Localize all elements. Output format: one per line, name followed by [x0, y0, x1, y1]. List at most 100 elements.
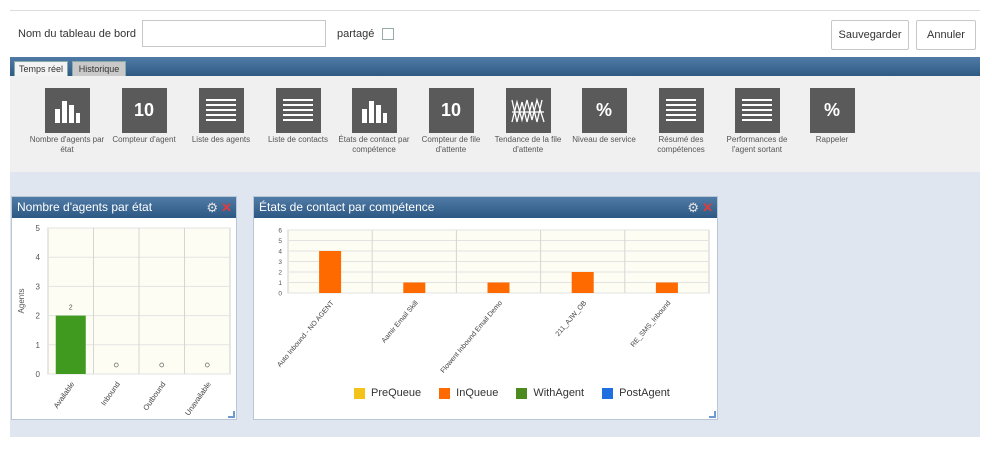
y-tick-label: 2	[278, 270, 282, 277]
resize-handle[interactable]	[709, 411, 716, 418]
list-icon	[734, 88, 780, 133]
legend-label: PostAgent	[619, 387, 670, 399]
x-tick-label: Flowent Inbound Email Demo	[440, 300, 504, 375]
y-tick-label: 3	[278, 259, 282, 266]
chart-legend: PreQueue InQueue WithAgent PostAgent	[354, 387, 670, 399]
gear-icon[interactable]: ⚙	[687, 200, 699, 215]
panel-header[interactable]: États de contact par compétence ⚙ ✕	[254, 197, 717, 218]
dashboard-header: Nom du tableau de bord partagé Sauvegard…	[10, 12, 980, 58]
legend-swatch	[439, 387, 451, 399]
legend-item: WithAgent	[516, 387, 584, 399]
gear-icon[interactable]: ⚙	[206, 200, 218, 215]
data-label: 2	[69, 305, 73, 312]
bar-chart-icon	[351, 88, 397, 133]
x-tick-label: Aamir Email Skill	[381, 299, 420, 344]
widget-agents-by-state[interactable]: Nombre d'agents par état	[29, 88, 105, 155]
widget-label: Rappeler	[815, 135, 849, 144]
contact-states-bar-chart: 0 1 2 3 4 5 6 Auto Inbound - NO AGENT Aamir Emai…	[276, 228, 710, 375]
legend-item: InQueue	[439, 387, 498, 399]
dashboard-name-input[interactable]	[142, 20, 326, 47]
widget-label: Nombre d'agents par état	[29, 135, 105, 154]
widget-label: Liste des agents	[191, 135, 251, 144]
y-tick-label: 2	[36, 312, 41, 321]
dashboard-name-label: Nom du tableau de bord	[18, 28, 137, 40]
widget-contact-states[interactable]: États de contact par compétence	[336, 88, 412, 155]
agents-bar-chart: 0 1 2 3 4 5 Agents 2 Available Inbound Outbound Una…	[17, 224, 231, 417]
x-tick-label: RE_SMS_Inbound	[630, 300, 673, 349]
y-tick-label: 4	[36, 253, 41, 262]
bar	[55, 315, 86, 374]
tab-bar: Temps réel Historique	[10, 57, 980, 76]
widget-skill-summary[interactable]: Résumé des compétences	[643, 88, 719, 155]
widget-service-level[interactable]: % Niveau de service	[566, 88, 642, 145]
y-tick-label: 4	[278, 249, 282, 256]
legend-label: InQueue	[456, 387, 499, 399]
x-tick-label: Outbound	[141, 380, 167, 412]
zero-marker	[159, 362, 165, 368]
list-icon	[658, 88, 704, 133]
widget-contact-list[interactable]: Liste de contacts	[260, 88, 336, 145]
bar	[655, 282, 678, 293]
y-tick-label: 6	[278, 228, 282, 235]
bar	[403, 282, 426, 293]
legend-label: WithAgent	[533, 387, 585, 399]
shared-label: partagé	[337, 28, 375, 40]
widget-callback[interactable]: % Rappeler	[794, 88, 870, 145]
y-tick-label: 0	[36, 370, 41, 379]
widget-label: Niveau de service	[572, 135, 636, 144]
save-button[interactable]: Sauvegarder	[831, 20, 909, 50]
widget-label: Résumé des compétences	[657, 135, 705, 154]
panel-contact-states: États de contact par compétence ⚙ ✕ 0 1 2 3…	[253, 196, 718, 420]
bar	[571, 272, 594, 293]
x-tick-label: Available	[52, 380, 77, 410]
x-tick-label: 211_AJW_OB	[555, 300, 589, 338]
panel-agents-by-state: Nombre d'agents par état ⚙ ✕ 0 1 2 3 4 5 Agent…	[11, 196, 237, 420]
y-tick-label: 0	[278, 291, 282, 298]
trend-icon	[505, 88, 551, 133]
widget-label: Compteur de file d'attente	[421, 135, 481, 154]
shared-checkbox[interactable]	[382, 28, 394, 40]
widget-queue-trend[interactable]: Tendance de la file d'attente	[490, 88, 566, 155]
y-tick-label: 3	[36, 282, 41, 291]
widget-agent-counter[interactable]: 10 Compteur d'agent	[106, 88, 182, 145]
x-tick-label: Inbound	[99, 380, 122, 407]
y-tick-label: 1	[278, 280, 282, 287]
widget-label: États de contact par compétence	[338, 135, 410, 154]
close-icon[interactable]: ✕	[221, 200, 232, 215]
percent-icon: %	[581, 88, 627, 133]
zero-marker	[204, 362, 210, 368]
tab-history[interactable]: Historique	[72, 61, 126, 76]
legend-swatch	[354, 387, 365, 399]
legend-item: PreQueue	[354, 387, 421, 399]
widget-outbound-performance[interactable]: Performances de l'agent sortant	[719, 88, 795, 155]
bar	[319, 251, 342, 293]
legend-label: PreQueue	[371, 387, 422, 399]
top-divider	[10, 10, 980, 11]
widget-palette: Nombre d'agents par état 10 Compteur d'a…	[10, 76, 980, 172]
list-icon	[275, 88, 321, 133]
widget-label: Liste de contacts	[267, 135, 329, 144]
widget-label: Tendance de la file d'attente	[494, 135, 562, 154]
counter-icon: 10	[121, 88, 167, 133]
legend-swatch	[516, 387, 528, 399]
legend-item: PostAgent	[602, 387, 670, 399]
panel-header[interactable]: Nombre d'agents par état ⚙ ✕	[12, 197, 236, 218]
widget-label: Compteur d'agent	[112, 135, 176, 144]
tab-realtime[interactable]: Temps réel	[14, 61, 68, 76]
y-tick-label: 1	[36, 341, 41, 350]
percent-icon: %	[809, 88, 855, 133]
list-icon	[198, 88, 244, 133]
y-tick-label: 5	[36, 224, 41, 233]
widget-queue-counter[interactable]: 10 Compteur de file d'attente	[413, 88, 489, 155]
x-tick-label: Auto Inbound - NO AGENT	[276, 299, 336, 368]
counter-icon: 10	[428, 88, 474, 133]
legend-swatch	[602, 387, 614, 399]
y-axis-label: Agents	[17, 289, 26, 314]
resize-handle[interactable]	[228, 411, 235, 418]
y-tick-label: 5	[278, 238, 282, 245]
widget-agent-list[interactable]: Liste des agents	[183, 88, 259, 145]
close-icon[interactable]: ✕	[702, 200, 713, 215]
cancel-button[interactable]: Annuler	[916, 20, 976, 50]
zero-marker	[113, 362, 119, 368]
bar	[487, 282, 510, 293]
